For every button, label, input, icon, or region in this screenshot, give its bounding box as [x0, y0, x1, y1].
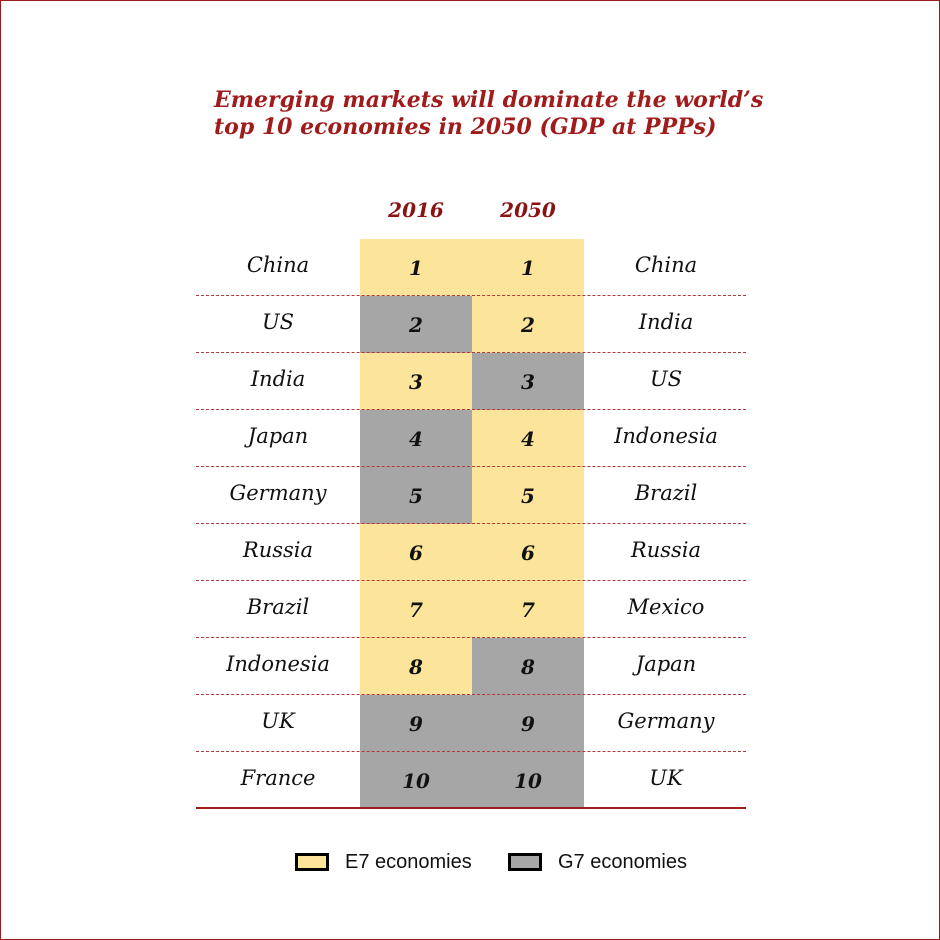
- rank-cell-2016: 3: [360, 353, 472, 410]
- country-2016: India: [250, 367, 306, 391]
- rank-cell-2050: 5: [472, 467, 584, 524]
- legend-label-e7: E7 economies: [345, 850, 472, 873]
- row-separator: [196, 409, 746, 410]
- table-row: Indonesia 8 8 Japan: [196, 638, 746, 695]
- legend-item-e7: E7 economies: [295, 848, 472, 876]
- table-row: France 10 10 UK: [196, 752, 746, 809]
- rank-cell-2016: 2: [360, 296, 472, 353]
- rank-cell-2050: 10: [472, 752, 584, 809]
- column-header-2050: 2050: [500, 198, 556, 222]
- country-2050: UK: [649, 766, 683, 790]
- rank-cell-2050: 6: [472, 524, 584, 581]
- country-2050: Germany: [617, 709, 715, 733]
- rank-cell-2016: 6: [360, 524, 472, 581]
- row-separator: [196, 523, 746, 524]
- country-2016: US: [261, 310, 295, 334]
- legend-swatch-g7: [508, 853, 542, 871]
- column-header-2016: 2016: [388, 198, 444, 222]
- rank-cell-2016: 9: [360, 695, 472, 752]
- country-2016: UK: [261, 709, 295, 733]
- rank-cell-2050: 9: [472, 695, 584, 752]
- rank-cell-2050: 4: [472, 410, 584, 467]
- table-row: India 3 3 US: [196, 353, 746, 410]
- rank-cell-2050: 2: [472, 296, 584, 353]
- country-2050: US: [649, 367, 683, 391]
- table-row: Japan 4 4 Indonesia: [196, 410, 746, 467]
- country-2016: Indonesia: [226, 652, 330, 676]
- country-2016: Russia: [242, 538, 314, 562]
- row-separator: [196, 694, 746, 695]
- rank-cell-2050: 1: [472, 239, 584, 296]
- table-row: UK 9 9 Germany: [196, 695, 746, 752]
- country-2050: Mexico: [627, 595, 705, 619]
- rank-cell-2016: 1: [360, 239, 472, 296]
- legend-item-g7: G7 economies: [508, 848, 687, 876]
- rank-cell-2016: 8: [360, 638, 472, 695]
- row-separator: [196, 751, 746, 752]
- legend-label-g7: G7 economies: [558, 850, 687, 873]
- table-row: Brazil 7 7 Mexico: [196, 581, 746, 638]
- row-separator: [196, 637, 746, 638]
- country-2050: India: [638, 310, 694, 334]
- rank-cell-2050: 3: [472, 353, 584, 410]
- row-separator: [196, 295, 746, 296]
- country-2016: Brazil: [246, 595, 310, 619]
- row-separator: [196, 352, 746, 353]
- rank-cell-2016: 10: [360, 752, 472, 809]
- legend-swatch-e7: [295, 853, 329, 871]
- rank-cell-2016: 4: [360, 410, 472, 467]
- country-2050: Russia: [630, 538, 702, 562]
- table-row: Russia 6 6 Russia: [196, 524, 746, 581]
- row-separator: [196, 580, 746, 581]
- country-2050: Brazil: [634, 481, 698, 505]
- table-row: China 1 1 China: [196, 239, 746, 296]
- chart-title: Emerging markets will dominate the world…: [214, 87, 764, 140]
- country-2016: France: [240, 766, 316, 790]
- country-2016: Japan: [247, 424, 309, 448]
- table-row: US 2 2 India: [196, 296, 746, 353]
- rank-cell-2050: 7: [472, 581, 584, 638]
- country-2016: Germany: [229, 481, 327, 505]
- rank-cell-2050: 8: [472, 638, 584, 695]
- country-2016: China: [246, 253, 310, 277]
- row-separator: [196, 466, 746, 467]
- country-2050: Japan: [635, 652, 697, 676]
- country-2050: Indonesia: [614, 424, 718, 448]
- table-row: Germany 5 5 Brazil: [196, 467, 746, 524]
- rank-cell-2016: 5: [360, 467, 472, 524]
- rank-cell-2016: 7: [360, 581, 472, 638]
- row-separator: [196, 807, 746, 809]
- country-2050: China: [634, 253, 698, 277]
